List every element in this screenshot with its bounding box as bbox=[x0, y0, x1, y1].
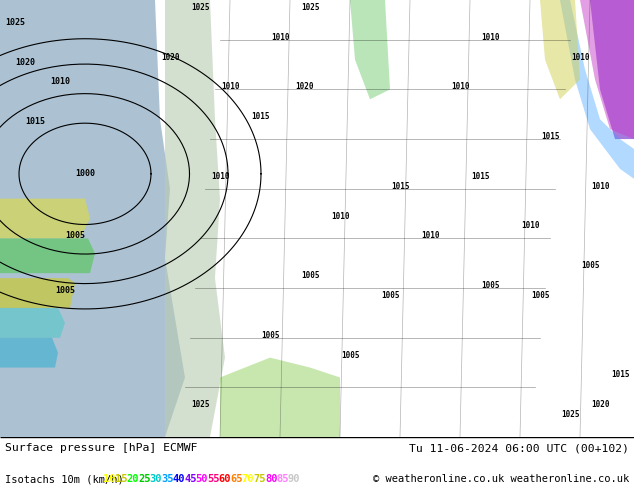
Text: 1000: 1000 bbox=[75, 170, 95, 178]
Text: 80: 80 bbox=[265, 474, 278, 484]
Polygon shape bbox=[0, 239, 95, 273]
Text: 1010: 1010 bbox=[331, 212, 349, 220]
Text: 1025: 1025 bbox=[191, 3, 209, 12]
Polygon shape bbox=[350, 0, 390, 99]
Text: © weatheronline.co.uk weatheronline.co.uk: © weatheronline.co.uk weatheronline.co.u… bbox=[373, 474, 629, 484]
Polygon shape bbox=[0, 0, 185, 437]
Text: 1020: 1020 bbox=[15, 57, 35, 67]
Polygon shape bbox=[220, 358, 340, 437]
Polygon shape bbox=[0, 278, 75, 308]
Text: 1010: 1010 bbox=[271, 33, 289, 42]
Text: 1005: 1005 bbox=[301, 271, 320, 280]
Text: 1010: 1010 bbox=[521, 221, 540, 230]
Text: 1010: 1010 bbox=[221, 82, 239, 92]
Text: 1005: 1005 bbox=[65, 231, 85, 241]
Text: 60: 60 bbox=[219, 474, 231, 484]
Polygon shape bbox=[0, 198, 90, 239]
Text: 1010: 1010 bbox=[451, 82, 469, 92]
Polygon shape bbox=[580, 0, 634, 139]
Text: 35: 35 bbox=[161, 474, 174, 484]
Text: 1015: 1015 bbox=[391, 182, 410, 191]
Text: 20: 20 bbox=[126, 474, 139, 484]
Text: 1015: 1015 bbox=[25, 117, 45, 126]
Text: 1010: 1010 bbox=[481, 33, 499, 42]
Polygon shape bbox=[0, 338, 58, 368]
Text: 1005: 1005 bbox=[261, 331, 279, 340]
Polygon shape bbox=[165, 0, 225, 437]
Text: Surface pressure [hPa] ECMWF: Surface pressure [hPa] ECMWF bbox=[5, 443, 198, 453]
Text: 1010: 1010 bbox=[591, 182, 609, 191]
Text: 1005: 1005 bbox=[481, 281, 499, 290]
Text: Isotachs 10m (km/h): Isotachs 10m (km/h) bbox=[5, 474, 124, 484]
Text: 25: 25 bbox=[138, 474, 150, 484]
Text: 1025: 1025 bbox=[301, 3, 320, 12]
Text: 1015: 1015 bbox=[541, 132, 559, 141]
Polygon shape bbox=[540, 0, 580, 99]
Text: 75: 75 bbox=[254, 474, 266, 484]
Text: 30: 30 bbox=[150, 474, 162, 484]
Text: 1010: 1010 bbox=[571, 52, 589, 62]
Text: 1005: 1005 bbox=[531, 291, 549, 300]
Text: 70: 70 bbox=[242, 474, 254, 484]
Text: 85: 85 bbox=[276, 474, 289, 484]
Text: 1015: 1015 bbox=[611, 370, 630, 379]
Text: 1025: 1025 bbox=[5, 18, 25, 27]
Text: 1015: 1015 bbox=[471, 172, 489, 181]
Text: 1005: 1005 bbox=[55, 286, 75, 295]
Text: 10: 10 bbox=[103, 474, 116, 484]
Polygon shape bbox=[590, 0, 634, 139]
Text: 65: 65 bbox=[230, 474, 243, 484]
Text: 55: 55 bbox=[207, 474, 220, 484]
Text: 1020: 1020 bbox=[591, 400, 609, 409]
Text: 1010: 1010 bbox=[421, 231, 439, 241]
Text: 15: 15 bbox=[115, 474, 127, 484]
Text: 1015: 1015 bbox=[251, 112, 269, 121]
Text: 1005: 1005 bbox=[581, 261, 599, 270]
Text: 1025: 1025 bbox=[191, 400, 209, 409]
Text: 45: 45 bbox=[184, 474, 197, 484]
Text: 90: 90 bbox=[288, 474, 301, 484]
Text: 1005: 1005 bbox=[381, 291, 399, 300]
Text: 1020: 1020 bbox=[295, 82, 314, 92]
Text: 40: 40 bbox=[172, 474, 185, 484]
Text: Tu 11-06-2024 06:00 UTC (00+102): Tu 11-06-2024 06:00 UTC (00+102) bbox=[409, 443, 629, 453]
Text: 1010: 1010 bbox=[50, 77, 70, 86]
Polygon shape bbox=[560, 0, 634, 179]
Text: 1005: 1005 bbox=[340, 351, 359, 360]
Text: 1010: 1010 bbox=[210, 172, 230, 181]
Text: 1025: 1025 bbox=[560, 410, 579, 419]
Text: 50: 50 bbox=[196, 474, 208, 484]
Text: 1020: 1020 bbox=[161, 52, 179, 62]
Polygon shape bbox=[0, 308, 65, 338]
